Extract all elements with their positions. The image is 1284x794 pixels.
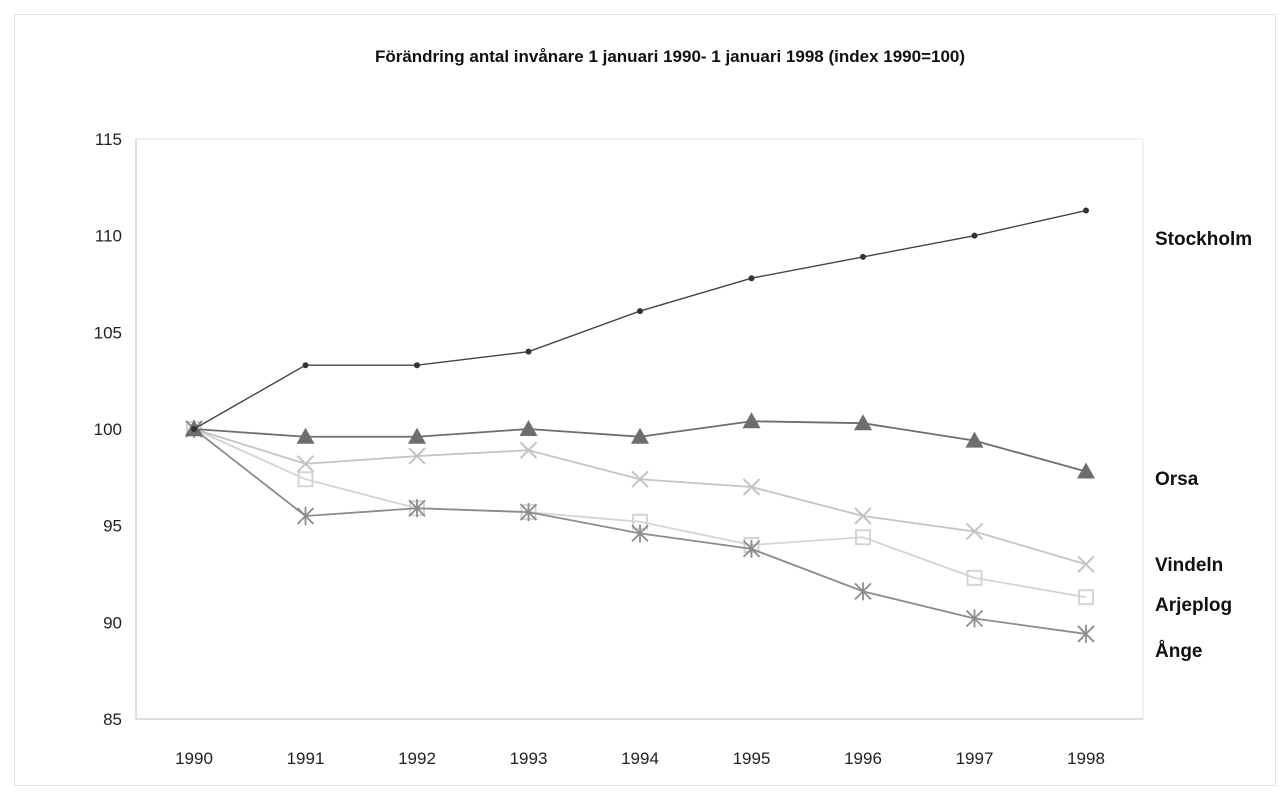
data-point (742, 412, 761, 429)
data-point (860, 253, 866, 260)
y-tick-label: 100 (94, 420, 122, 439)
series-labels: Stockholm Orsa Vindeln Arjeplog Ånge (1155, 229, 1252, 662)
series-label-vindeln: Vindeln (1155, 555, 1223, 576)
x-tick-labels: 1990 1991 1992 1993 1994 1995 1996 1997 1998 (175, 749, 1105, 768)
x-tick-label: 1996 (844, 749, 882, 768)
y-tick-label: 115 (95, 130, 122, 149)
data-point (742, 539, 761, 558)
data-point (1077, 624, 1095, 643)
data-point (631, 470, 649, 488)
data-point (854, 414, 872, 431)
data-point (854, 507, 872, 525)
data-point (414, 362, 420, 369)
y-tick-label: 110 (95, 227, 122, 246)
series-label-orsa: Orsa (1155, 469, 1199, 490)
data-point (519, 441, 538, 459)
series-label-stockholm: Stockholm (1155, 229, 1252, 250)
data-point (296, 427, 315, 444)
data-point (855, 529, 871, 546)
data-point (965, 522, 984, 541)
data-point (966, 569, 983, 586)
data-point (854, 582, 872, 601)
y-tick-label: 90 (103, 613, 122, 632)
series-ånge (185, 420, 1095, 643)
data-point (631, 427, 649, 444)
chart-frame (14, 14, 1276, 786)
data-point (408, 427, 426, 444)
y-tick-label: 85 (103, 710, 122, 729)
data-point (297, 471, 314, 488)
x-tick-label: 1992 (398, 749, 436, 768)
data-point (302, 362, 309, 369)
y-tick-label: 105 (94, 323, 122, 342)
data-point (408, 499, 426, 518)
data-point (525, 348, 532, 355)
series-label-arjeplog: Arjeplog (1155, 595, 1232, 616)
data-point (965, 609, 984, 628)
x-tick-label: 1991 (287, 749, 325, 768)
data-point (971, 232, 978, 239)
x-tick-label: 1994 (621, 749, 659, 768)
data-point (1078, 589, 1094, 606)
y-tick-label: 95 (103, 517, 122, 536)
y-tick-labels: 85 90 95 100 105 110 115 (94, 130, 122, 729)
data-point (1083, 207, 1089, 214)
series-lines (185, 207, 1095, 643)
data-point (519, 503, 538, 522)
x-tick-label: 1995 (733, 749, 771, 768)
data-point (748, 275, 755, 282)
chart-title: Förändring antal invånare 1 januari 1990… (375, 47, 965, 66)
data-point (742, 478, 761, 496)
data-point (296, 455, 315, 473)
x-tick-label: 1993 (510, 749, 548, 768)
series-label-ånge: Ånge (1155, 641, 1203, 662)
data-point (1077, 462, 1095, 479)
data-point (519, 420, 538, 436)
data-point (637, 308, 643, 315)
series-stockholm (191, 207, 1089, 432)
data-point (296, 507, 315, 525)
series-orsa (185, 412, 1095, 479)
data-point (631, 524, 649, 543)
x-tick-label: 1998 (1067, 749, 1105, 768)
x-tick-label: 1997 (956, 749, 994, 768)
data-point (408, 447, 426, 465)
x-tick-label: 1990 (175, 749, 213, 768)
data-point (191, 426, 197, 432)
data-point (1077, 555, 1095, 574)
series-line (193, 428, 1087, 599)
data-point (965, 431, 984, 448)
